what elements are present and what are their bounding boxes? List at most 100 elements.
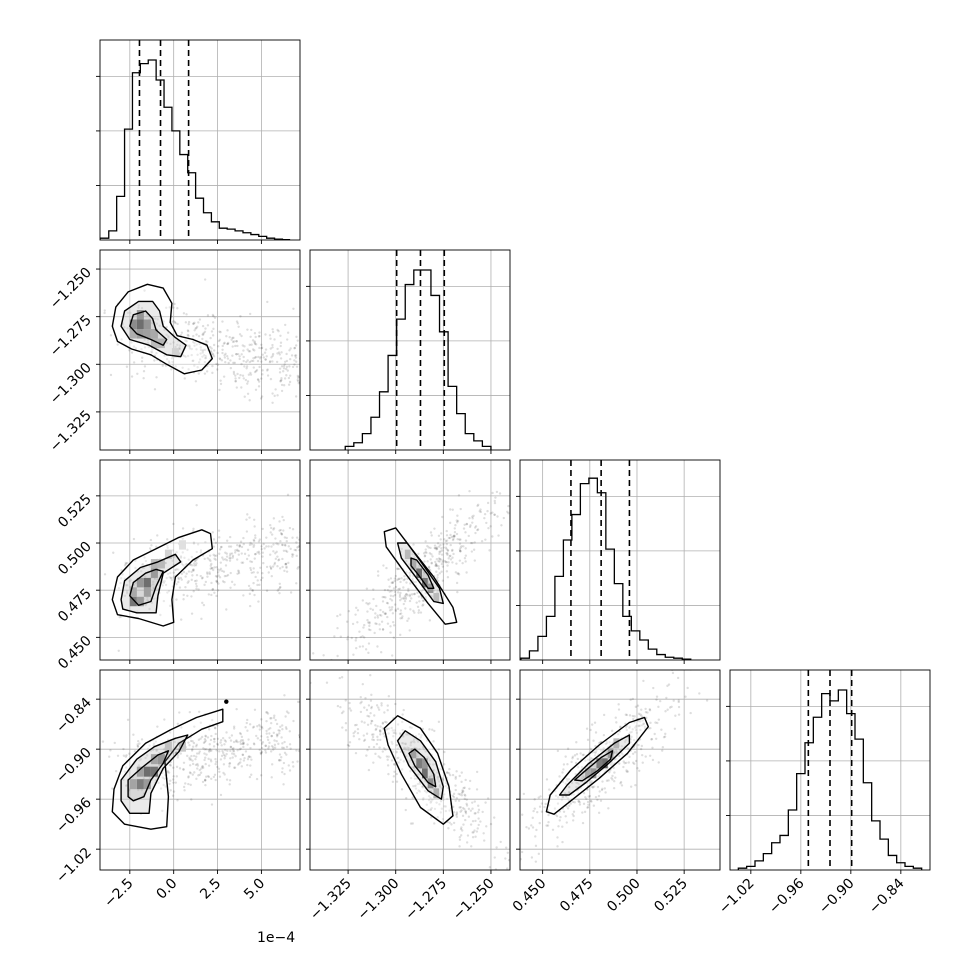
sample-point: [163, 580, 166, 583]
panel-frame: [309, 669, 511, 871]
sample-point: [259, 355, 262, 359]
sample-point: [269, 553, 272, 556]
sample-point: [246, 763, 249, 767]
sample-point: [109, 749, 112, 752]
sample-point: [428, 728, 431, 731]
sample-point: [429, 801, 432, 804]
sample-point: [211, 313, 215, 317]
sample-point: [211, 353, 215, 356]
sample-point: [186, 333, 190, 337]
sample-point: [295, 365, 299, 368]
sample-point: [259, 357, 262, 360]
sample-point: [589, 799, 593, 803]
sample-point: [417, 732, 421, 736]
sample-point: [359, 710, 363, 714]
sample-point: [458, 542, 462, 545]
sample-point: [419, 736, 422, 739]
sample-point: [269, 565, 272, 568]
sample-point: [402, 735, 405, 738]
sample-point: [213, 316, 217, 320]
sample-point: [279, 379, 282, 382]
sample-point: [204, 540, 207, 544]
sample-point: [274, 388, 277, 391]
sample-point: [287, 561, 290, 565]
sample-point: [268, 741, 271, 745]
sample-point: [232, 749, 235, 752]
contour-level-2: [574, 750, 614, 782]
sample-point: [429, 531, 433, 534]
sample-point: [175, 568, 179, 571]
sample-point: [445, 542, 449, 546]
sample-point: [443, 793, 446, 796]
sample-point: [391, 729, 394, 732]
sample-point: [475, 788, 479, 791]
sample-point: [361, 635, 364, 638]
sample-point: [256, 737, 260, 740]
sample-point: [261, 551, 264, 554]
sample-point: [240, 739, 243, 742]
sample-point: [128, 580, 131, 583]
sample-point: [367, 628, 371, 631]
sample-point: [178, 346, 181, 350]
sample-point: [399, 633, 402, 637]
sample-point: [460, 794, 464, 797]
sample-point: [187, 320, 191, 324]
contour-level-2: [410, 557, 435, 589]
sample-point: [413, 769, 416, 772]
sample-point: [219, 330, 222, 334]
sample-point: [197, 710, 201, 714]
sample-point: [253, 557, 256, 560]
sample-point: [441, 565, 445, 568]
sample-point: [373, 631, 376, 635]
sample-point: [589, 781, 593, 785]
sample-point: [613, 780, 616, 783]
sample-point: [261, 373, 264, 376]
sample-point: [214, 727, 217, 730]
sample-point: [229, 557, 232, 560]
sample-point: [240, 362, 243, 366]
y-tick-label: 0.450: [55, 633, 95, 673]
sample-point: [393, 729, 397, 732]
sample-point: [488, 866, 492, 869]
sample-point: [176, 756, 179, 759]
sample-point: [237, 569, 240, 572]
sample-point: [193, 564, 196, 567]
contour-level-1: [120, 300, 187, 358]
sample-point: [255, 369, 259, 372]
sample-point: [547, 820, 550, 824]
sample-point: [277, 330, 280, 333]
sample-point: [289, 591, 293, 594]
sample-point: [253, 552, 257, 556]
sample-point: [209, 749, 212, 752]
sample-point: [150, 544, 153, 547]
sample-point: [187, 334, 190, 337]
sample-point: [287, 383, 291, 386]
sample-point: [284, 562, 288, 566]
sample-point: [234, 549, 237, 552]
sample-point: [463, 793, 466, 796]
sample-point: [276, 347, 279, 351]
sample-point: [506, 851, 509, 854]
sample-point: [285, 680, 287, 682]
sample-point: [396, 567, 399, 571]
sample-point: [269, 523, 272, 527]
sample-point: [103, 573, 107, 576]
sample-point: [629, 698, 632, 701]
sample-point: [207, 749, 211, 752]
sample-point: [280, 377, 283, 380]
sample-point: [165, 325, 169, 329]
density-cell: [150, 766, 158, 777]
sample-point: [213, 591, 216, 594]
sample-point: [665, 696, 668, 700]
sample-point: [344, 721, 348, 725]
sample-point: [174, 321, 177, 325]
sample-point: [269, 717, 272, 720]
sample-point: [560, 798, 564, 801]
sample-point: [182, 570, 186, 574]
sample-point: [239, 747, 242, 750]
sample-point: [155, 376, 158, 379]
sample-point: [496, 515, 499, 518]
sample-point: [167, 771, 171, 774]
sample-point: [463, 786, 466, 789]
sample-point: [213, 726, 217, 729]
